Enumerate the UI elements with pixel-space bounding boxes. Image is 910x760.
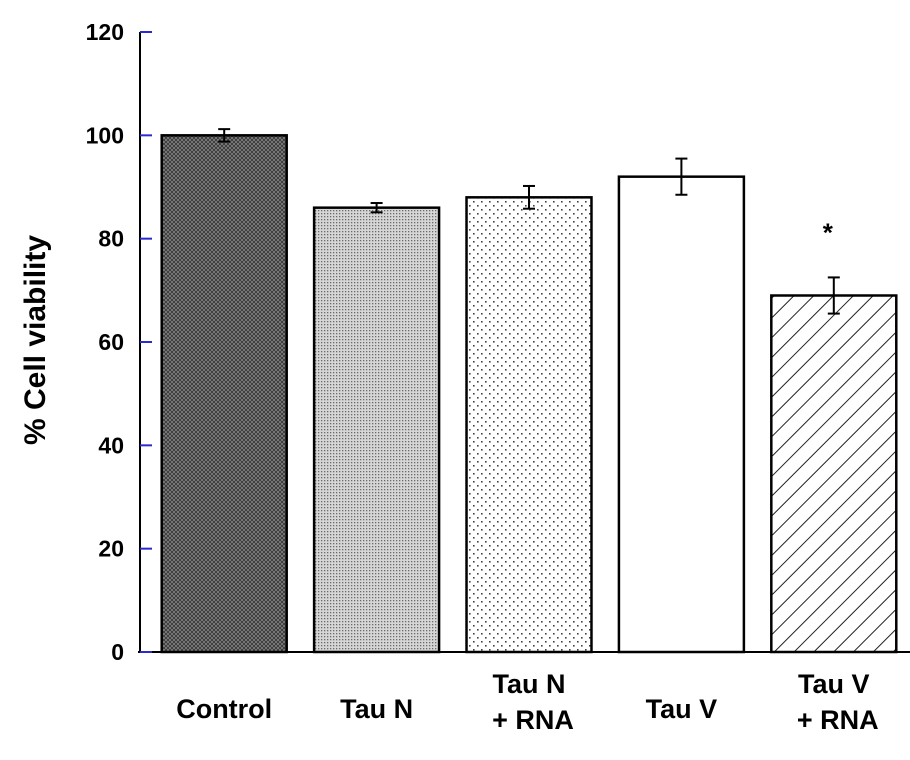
category-label-4-0: Tau V bbox=[798, 669, 870, 699]
category-label-3-0: Tau V bbox=[646, 694, 718, 724]
y-tick-label-4: 80 bbox=[98, 226, 124, 252]
category-label-0-0: Control bbox=[176, 694, 272, 724]
axes-group bbox=[138, 31, 910, 653]
y-axis-label: % Cell viability bbox=[19, 235, 52, 445]
category-label-4-1: + RNA bbox=[797, 705, 879, 735]
y-axis-label-group: % Cell viability bbox=[19, 235, 52, 445]
y-tick-label-0: 0 bbox=[111, 639, 124, 665]
y-tick-label-6: 120 bbox=[86, 19, 124, 45]
bar-4 bbox=[770, 294, 898, 654]
bars-group bbox=[160, 128, 898, 654]
y-tick-label-1: 20 bbox=[98, 536, 124, 562]
category-label-2-1: + RNA bbox=[492, 705, 574, 735]
bar-1 bbox=[312, 206, 441, 654]
bar-3 bbox=[617, 175, 746, 654]
y-tick-label-3: 60 bbox=[98, 329, 124, 355]
y-tick-label-2: 40 bbox=[98, 432, 124, 458]
y-tick-label-5: 100 bbox=[86, 122, 124, 148]
bar-0 bbox=[160, 134, 288, 654]
labels-group: Control Tau N Tau N + RNA Tau V Tau V + RNA * 0 2… bbox=[86, 19, 879, 735]
significance-marker-0: * bbox=[823, 217, 834, 247]
category-label-1-0: Tau N bbox=[340, 694, 413, 724]
category-label-2-0: Tau N bbox=[493, 669, 566, 699]
bar-2 bbox=[465, 196, 593, 654]
